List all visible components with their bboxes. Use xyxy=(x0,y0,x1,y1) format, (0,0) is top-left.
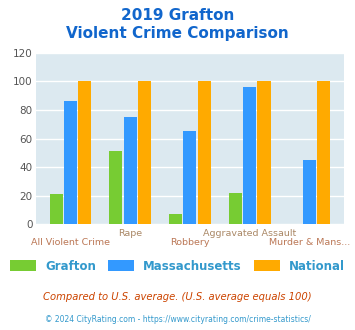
Bar xyxy=(64,101,77,224)
Bar xyxy=(124,117,137,224)
Text: Murder & Mans...: Murder & Mans... xyxy=(269,238,350,247)
Text: All Violent Crime: All Violent Crime xyxy=(31,238,110,247)
Bar xyxy=(317,82,330,224)
Text: © 2024 CityRating.com - https://www.cityrating.com/crime-statistics/: © 2024 CityRating.com - https://www.city… xyxy=(45,315,310,324)
Legend: Grafton, Massachusetts, National: Grafton, Massachusetts, National xyxy=(5,255,350,278)
Bar xyxy=(303,160,316,224)
Text: Rape: Rape xyxy=(118,229,142,238)
Bar xyxy=(183,131,197,224)
Text: Violent Crime Comparison: Violent Crime Comparison xyxy=(66,26,289,41)
Bar xyxy=(229,193,242,224)
Bar xyxy=(243,87,256,224)
Text: Compared to U.S. average. (U.S. average equals 100): Compared to U.S. average. (U.S. average … xyxy=(43,292,312,302)
Bar xyxy=(78,82,91,224)
Bar xyxy=(138,82,151,224)
Text: 2019 Grafton: 2019 Grafton xyxy=(121,8,234,23)
Text: Aggravated Assault: Aggravated Assault xyxy=(203,229,296,238)
Bar xyxy=(169,214,182,224)
Text: Robbery: Robbery xyxy=(170,238,210,247)
Bar xyxy=(198,82,211,224)
Bar xyxy=(257,82,271,224)
Bar xyxy=(50,194,63,224)
Bar xyxy=(109,151,122,224)
